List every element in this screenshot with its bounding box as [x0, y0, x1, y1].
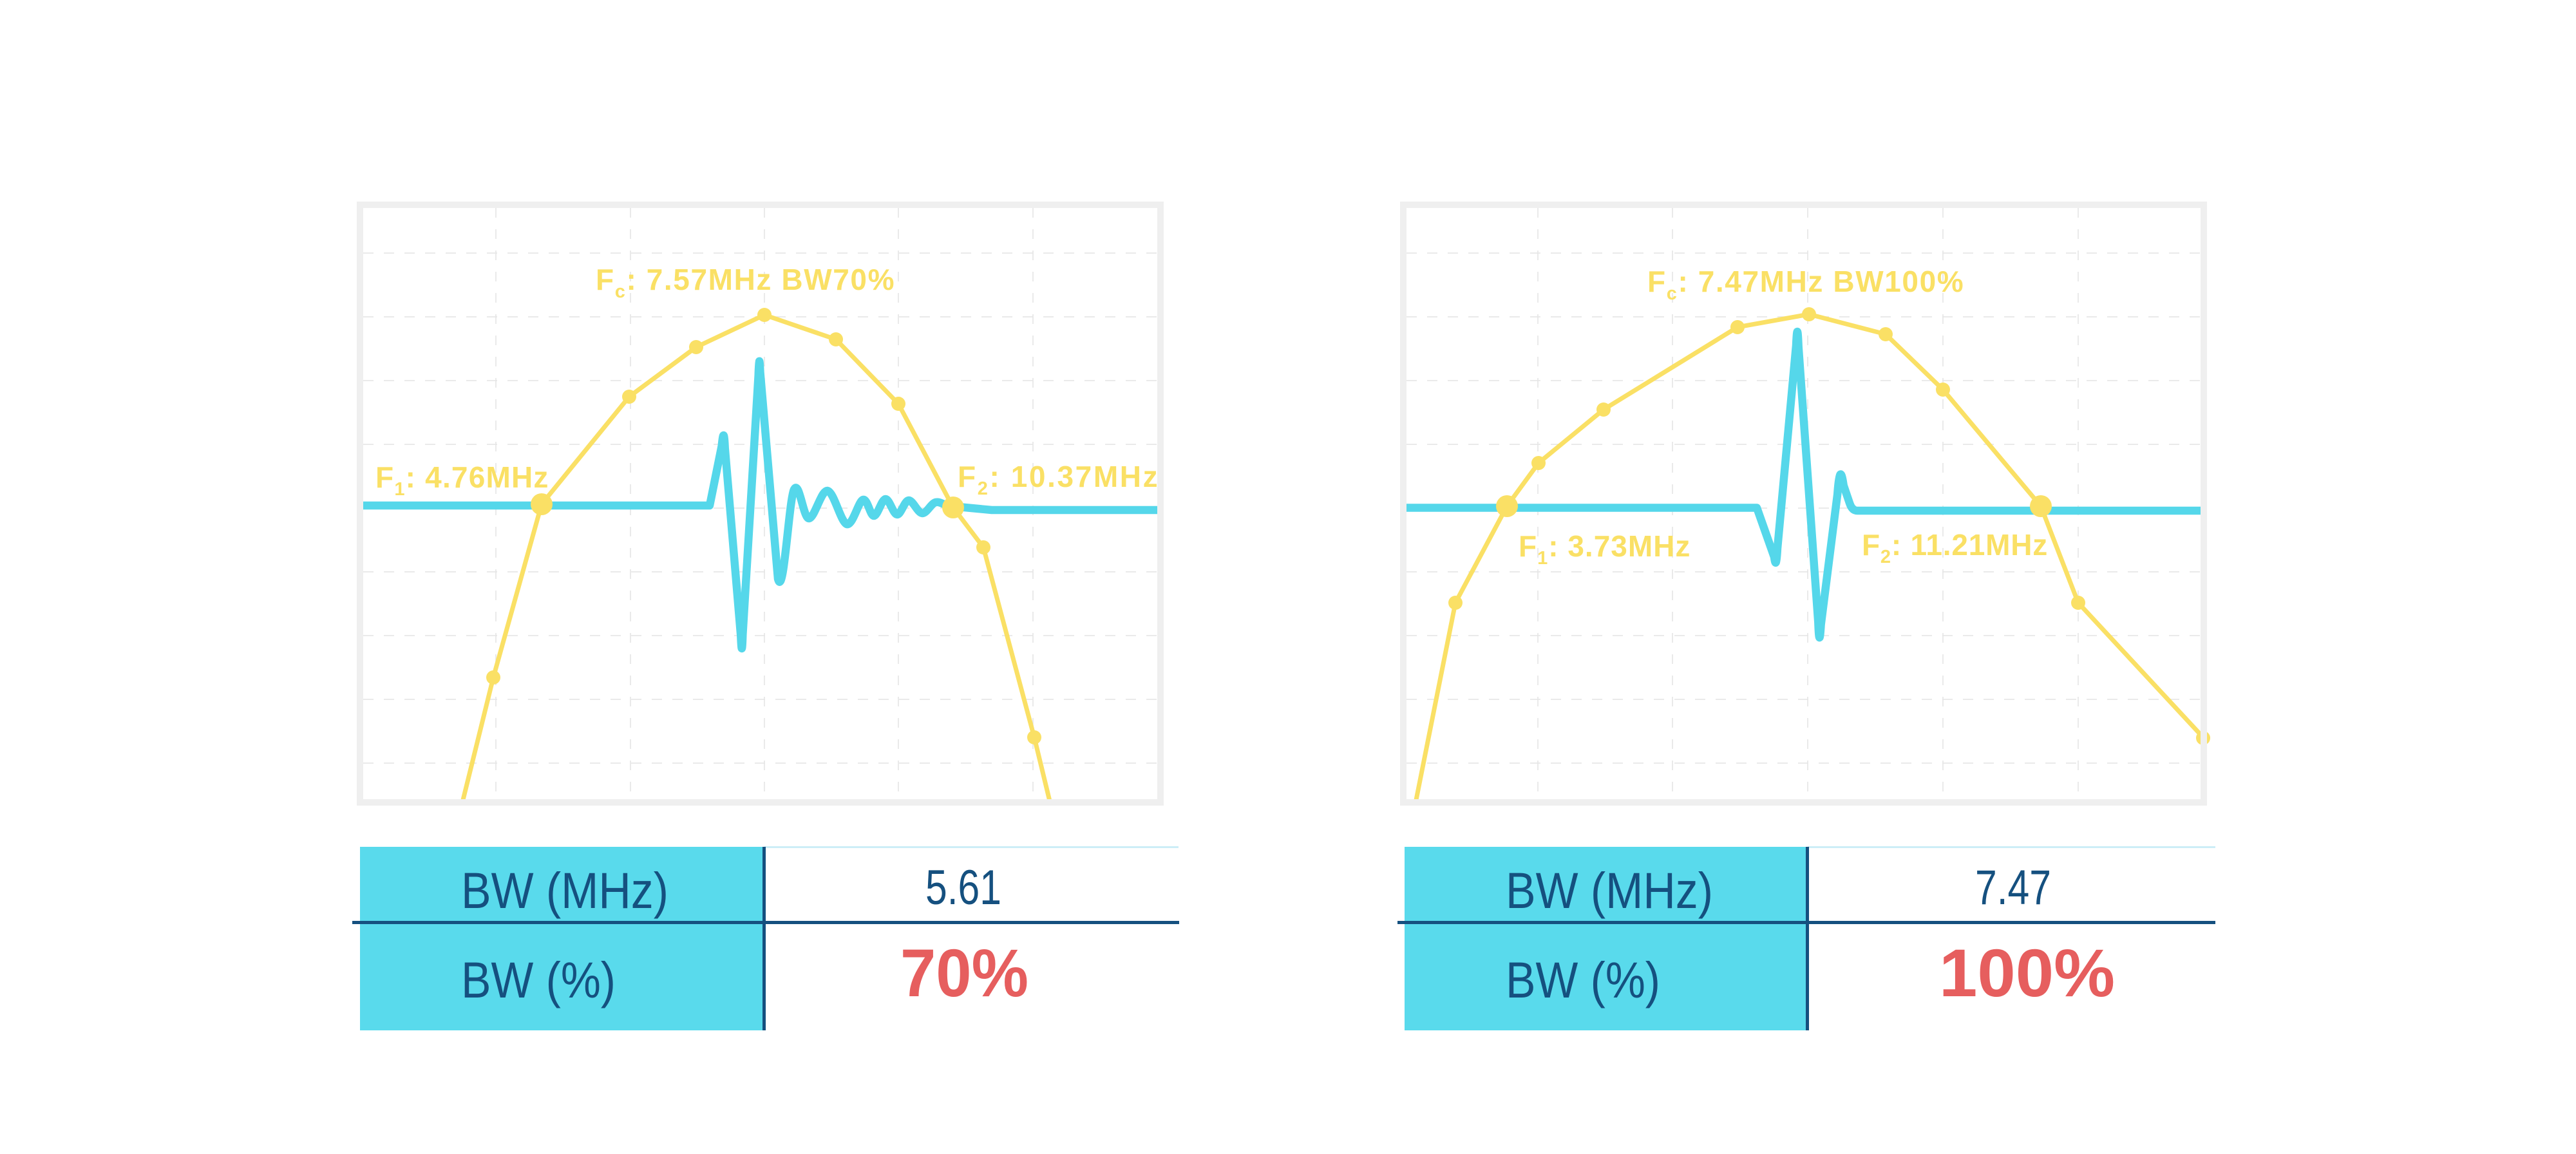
svg-text:70%: 70% [900, 936, 1028, 1011]
svg-text:5.61: 5.61 [925, 860, 1001, 915]
svg-text:BW (%): BW (%) [461, 951, 616, 1008]
svg-text:BW (%): BW (%) [1506, 951, 1660, 1008]
svg-text:Fc: 7.47MHz BW100%: Fc: 7.47MHz BW100% [1647, 265, 1964, 304]
svg-text:BW (MHz): BW (MHz) [1506, 862, 1713, 919]
svg-text:F1: 3.73MHz: F1: 3.73MHz [1519, 529, 1690, 569]
svg-text:BW (MHz): BW (MHz) [461, 862, 668, 919]
svg-text:7.47: 7.47 [1975, 860, 2051, 915]
svg-text:F2: 11.21MHz: F2: 11.21MHz [1862, 528, 2048, 567]
svg-text:Fc: 7.57MHz BW70%: Fc: 7.57MHz BW70% [596, 263, 895, 302]
svg-text:F2: 10.37MHz: F2: 10.37MHz [958, 460, 1159, 499]
svg-text:100%: 100% [1939, 936, 2115, 1011]
